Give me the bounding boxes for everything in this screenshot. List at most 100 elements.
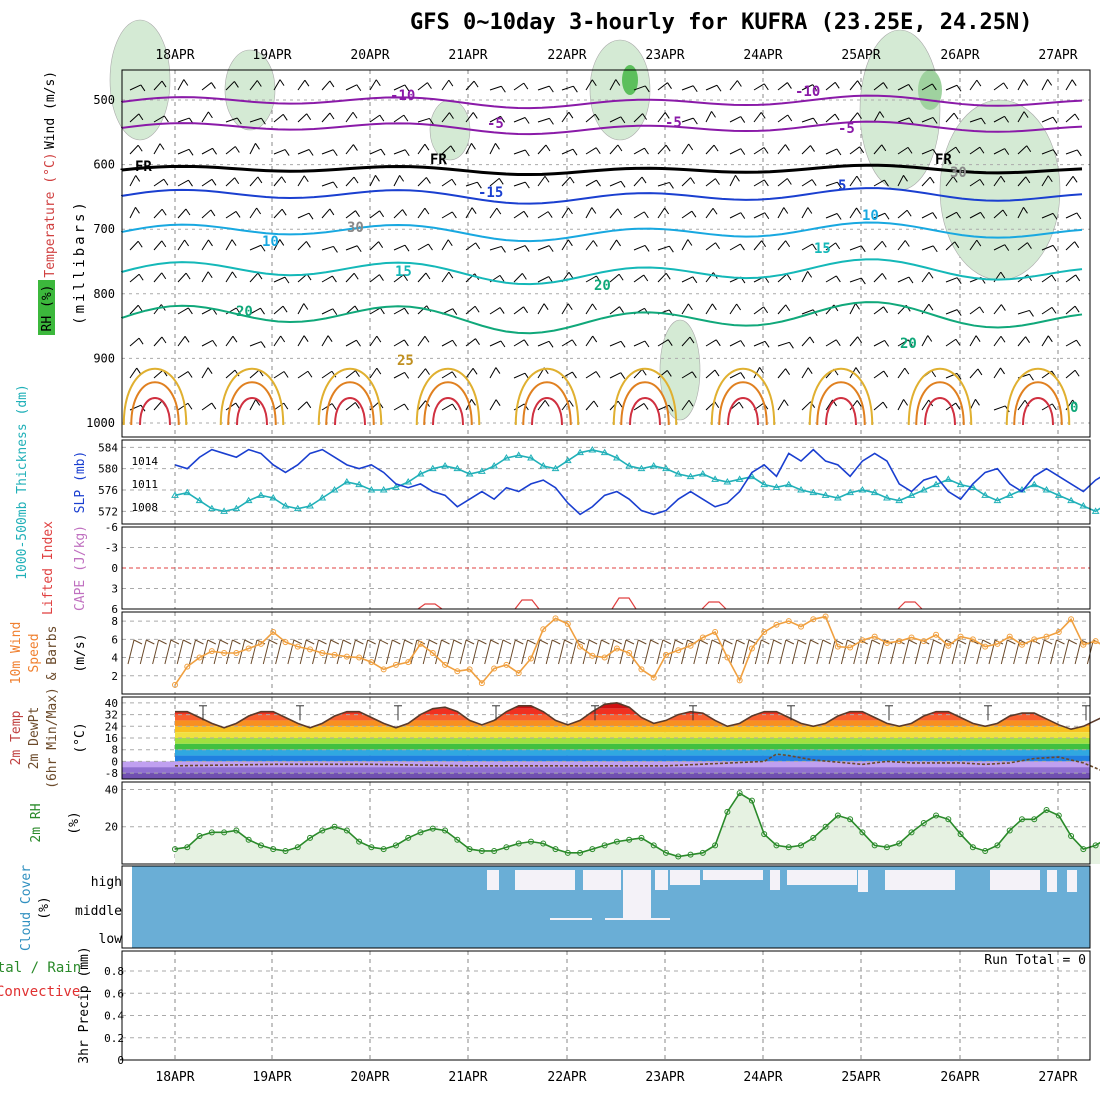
contour-label: 30 [347, 220, 364, 236]
surface-wind-barb [651, 640, 659, 644]
wind-barb [298, 213, 313, 219]
wind-barb [298, 371, 312, 378]
wind-barb [346, 85, 361, 91]
wind-barb [850, 208, 861, 218]
wind-barb [754, 112, 765, 122]
contour-label: 20 [236, 304, 253, 320]
temperature-band [122, 738, 1090, 744]
wind-barb [850, 303, 860, 314]
slp-axis-label: SLP (mb) [73, 451, 88, 514]
surface-wind-barb [737, 640, 745, 644]
rh-tick: 20 [105, 821, 118, 834]
surface-wind-barb [1069, 640, 1077, 644]
wind-barb [922, 213, 937, 219]
wind-barb [634, 341, 649, 347]
wind-barb [658, 246, 673, 252]
surface-wind-barb [491, 640, 499, 644]
wind-barb [1066, 340, 1080, 346]
wind-barb [946, 339, 960, 346]
wind-barb [946, 278, 961, 284]
wind-barb [634, 212, 648, 218]
surface-wind-barb [503, 640, 511, 644]
surface-wind-barb [319, 640, 327, 644]
wind-barb [202, 83, 215, 90]
wind-barb [754, 148, 768, 154]
wind-barb [778, 178, 791, 186]
wind-barb [850, 147, 864, 154]
surface-temp-contour [326, 382, 374, 425]
temperature-band [122, 715, 1090, 721]
surface-temp-contour [909, 369, 972, 425]
contour-label: -5 [838, 121, 855, 137]
surface-temp-contour [712, 369, 775, 425]
wind-barb [754, 241, 766, 250]
cloud-gap [703, 870, 763, 880]
rh2m-axis-label: 2m RH [29, 803, 44, 842]
wind-barb [154, 241, 166, 250]
wind-barb [514, 150, 529, 156]
top-day-label: 23APR [645, 48, 684, 63]
lifted-index-series [702, 602, 726, 609]
temp-contour-20 [122, 302, 1082, 333]
cloud-gap [858, 870, 868, 892]
wind-barb [970, 369, 982, 378]
wind-barb [298, 80, 309, 90]
surface-wind-barb [1007, 640, 1015, 644]
wind-barb [250, 208, 261, 218]
wind-barb [346, 177, 358, 186]
wind-barb [130, 274, 143, 282]
surface-temp-contour [221, 369, 284, 425]
rh-axis-label: RH (%) [40, 285, 55, 332]
thickness-tick: 576 [98, 484, 118, 497]
wind-barb [706, 179, 719, 186]
temperature-band [122, 744, 1090, 750]
wind-barb [178, 240, 189, 250]
surface-wind-barb [700, 640, 708, 644]
surface-wind-barb [392, 640, 400, 644]
wind-barb [1066, 150, 1081, 156]
surface-wind-barb [614, 640, 622, 644]
wind-barb [874, 371, 888, 378]
wind-barb [946, 310, 961, 316]
wind-barb [802, 118, 817, 124]
wind-barb [154, 179, 168, 186]
cloud-units-label: (%) [37, 896, 52, 919]
wind-barb [490, 341, 505, 347]
wind-barb [898, 277, 913, 283]
wind-barb [178, 79, 188, 90]
wind-barb [970, 336, 980, 346]
wind-barb [682, 118, 697, 124]
surface-wind-barb [146, 640, 154, 644]
wind-barb [178, 308, 192, 314]
wind-barb [178, 180, 192, 186]
wind-barb [1066, 370, 1079, 378]
wind-barb [514, 373, 529, 379]
lifted-index-series [418, 604, 442, 609]
contour-label: 10 [262, 234, 279, 250]
wind-barb [130, 338, 143, 346]
wind-barb [922, 177, 934, 186]
wind-barb [682, 240, 692, 250]
wind-barb [274, 209, 286, 218]
wind-barb [802, 208, 812, 218]
cloud-gap [623, 870, 651, 920]
wind-barb [658, 273, 670, 282]
top-day-label: 20APR [350, 48, 389, 63]
wind-barb [1066, 306, 1079, 314]
top-day-label: 27APR [1038, 48, 1077, 63]
cloud-level-low: low [99, 932, 123, 947]
wind-barb [682, 277, 697, 283]
pressure-tick: 600 [93, 158, 115, 172]
wind-barb [706, 208, 717, 218]
wind-barb [1066, 242, 1079, 250]
precip-axis-label: 3hr Precip (mm) [77, 946, 92, 1063]
wind-barb [754, 180, 768, 186]
surface-wind-barb [220, 640, 228, 644]
wind-barb [178, 372, 192, 378]
wind-barb [586, 401, 598, 410]
contour-label: 15 [395, 264, 412, 280]
cloud-gap [990, 870, 1040, 890]
surface-wind-barb [405, 640, 413, 644]
surface-wind-barb [429, 640, 437, 644]
surface-temp-contour [817, 382, 865, 425]
